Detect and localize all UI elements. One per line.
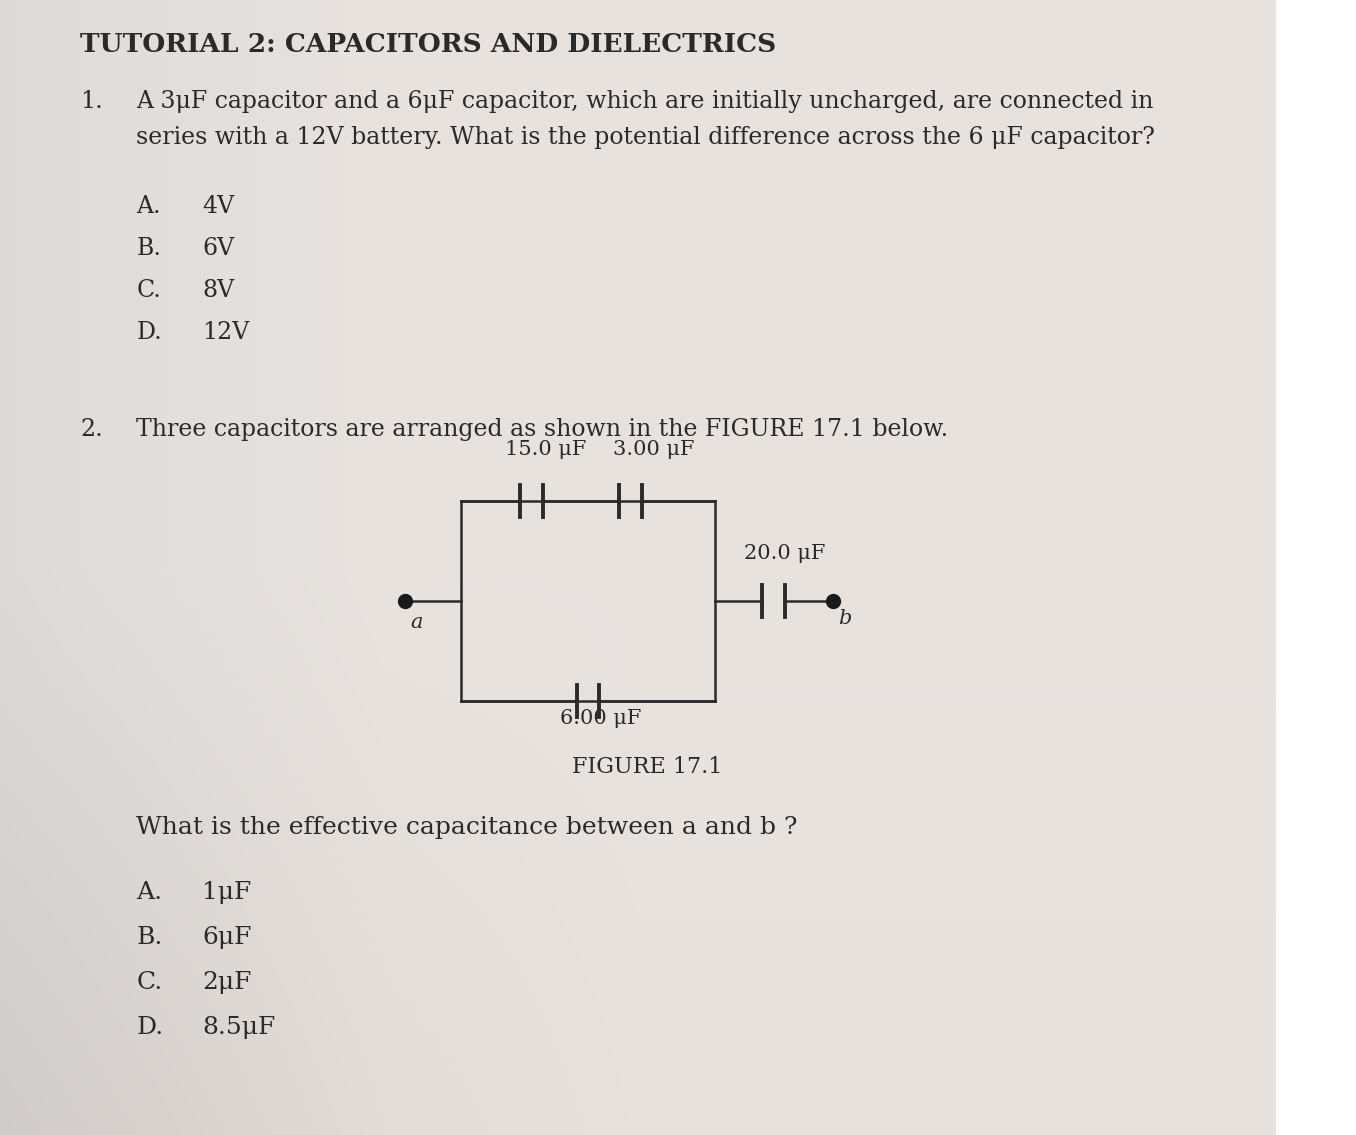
Text: 2μF: 2μF — [202, 972, 252, 994]
Text: 6μF: 6μF — [202, 926, 252, 949]
Text: C.: C. — [137, 972, 163, 994]
Text: 6V: 6V — [202, 237, 235, 260]
Text: 15.0 μF: 15.0 μF — [506, 440, 587, 459]
Text: B.: B. — [137, 926, 163, 949]
Text: 4V: 4V — [202, 195, 235, 218]
Text: 6.00 μF: 6.00 μF — [560, 709, 641, 728]
Text: C.: C. — [137, 279, 161, 302]
Text: series with a 12V battery. What is the potential difference across the 6 μF capa: series with a 12V battery. What is the p… — [137, 126, 1155, 149]
Text: 12V: 12V — [202, 321, 250, 344]
Text: 1μF: 1μF — [202, 881, 251, 903]
Text: D.: D. — [137, 321, 163, 344]
Text: A.: A. — [137, 881, 163, 903]
Text: A.: A. — [137, 195, 161, 218]
Text: A 3μF capacitor and a 6μF capacitor, which are initially uncharged, are connecte: A 3μF capacitor and a 6μF capacitor, whi… — [137, 90, 1154, 114]
Text: Three capacitors are arranged as shown in the FIGURE 17.1 below.: Three capacitors are arranged as shown i… — [137, 418, 949, 442]
Text: 2.: 2. — [80, 418, 103, 442]
Text: b: b — [838, 609, 852, 628]
Text: 1.: 1. — [80, 90, 103, 114]
Text: D.: D. — [137, 1016, 164, 1039]
Text: FIGURE 17.1: FIGURE 17.1 — [572, 756, 721, 777]
Text: TUTORIAL 2: CAPACITORS AND DIELECTRICS: TUTORIAL 2: CAPACITORS AND DIELECTRICS — [80, 32, 776, 57]
Text: 3.00 μF: 3.00 μF — [613, 440, 694, 459]
Text: a: a — [410, 613, 423, 632]
Text: 20.0 μF: 20.0 μF — [743, 544, 824, 563]
Text: What is the effective capacitance between a and b ?: What is the effective capacitance betwee… — [137, 816, 797, 839]
Text: 8V: 8V — [202, 279, 235, 302]
Text: 8.5μF: 8.5μF — [202, 1016, 275, 1039]
Text: B.: B. — [137, 237, 161, 260]
